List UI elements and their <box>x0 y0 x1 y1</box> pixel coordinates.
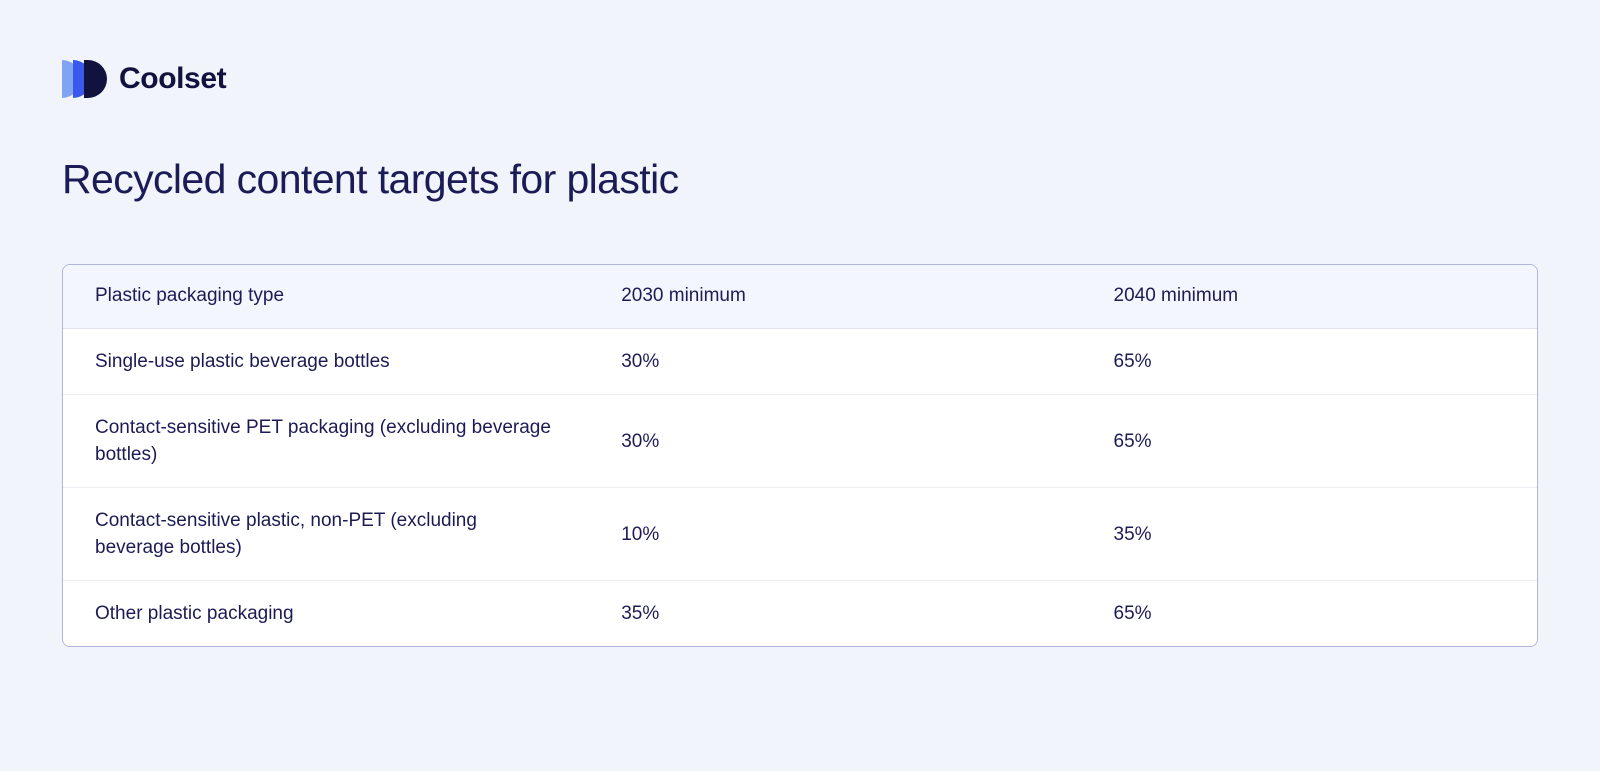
page-title: Recycled content targets for plastic <box>62 156 679 202</box>
cell-2030-value: 10% <box>589 487 1082 581</box>
cell-2040-value: 65% <box>1081 580 1537 646</box>
table-row: Contact-sensitive plastic, non-PET (excl… <box>63 487 1537 581</box>
cell-2030-value: 35% <box>589 580 1082 646</box>
cell-2040-value: 65% <box>1081 394 1537 488</box>
brand-logo: Coolset <box>62 60 1538 98</box>
cell-2030-value: 30% <box>589 394 1082 488</box>
brand-name: Coolset <box>119 62 227 95</box>
header-2040-minimum: 2040 minimum <box>1081 265 1537 329</box>
cell-2040-value: 35% <box>1081 487 1537 581</box>
cell-2030-value: 30% <box>589 328 1082 395</box>
table-row: Other plastic packaging 35% 65% <box>63 580 1537 646</box>
cell-packaging-type: Single-use plastic beverage bottles <box>63 328 590 395</box>
targets-table: Plastic packaging type 2030 minimum 2040… <box>63 265 1537 646</box>
table-row: Single-use plastic beverage bottles 30% … <box>63 328 1537 395</box>
table-header-row: Plastic packaging type 2030 minimum 2040… <box>63 265 1537 329</box>
cell-2040-value: 65% <box>1081 328 1537 395</box>
header-packaging-type: Plastic packaging type <box>63 265 590 329</box>
table-row: Contact-sensitive PET packaging (excludi… <box>63 394 1537 488</box>
cell-packaging-type: Contact-sensitive plastic, non-PET (excl… <box>63 487 590 581</box>
cell-packaging-type: Other plastic packaging <box>63 580 590 646</box>
coolset-logo-icon <box>62 60 108 98</box>
targets-table-card: Plastic packaging type 2030 minimum 2040… <box>62 264 1538 647</box>
header-2030-minimum: 2030 minimum <box>589 265 1082 329</box>
logo-halfdisc-navy <box>84 60 107 98</box>
cell-packaging-type: Contact-sensitive PET packaging (excludi… <box>63 394 590 488</box>
